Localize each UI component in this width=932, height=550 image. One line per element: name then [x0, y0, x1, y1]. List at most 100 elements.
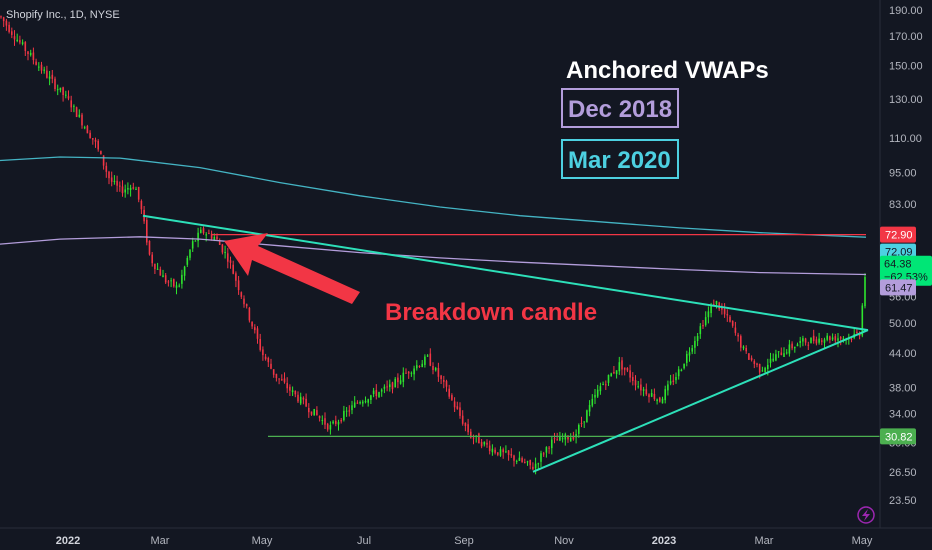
candle-body — [734, 327, 737, 333]
candle-body — [251, 321, 253, 327]
candle-body — [162, 275, 164, 278]
candle-body — [183, 266, 186, 276]
candle-body — [821, 340, 823, 342]
candle-body — [270, 363, 272, 369]
time-tick-label: 2023 — [652, 535, 676, 547]
candle-body — [586, 410, 588, 423]
candle-body — [478, 433, 480, 444]
candle-body — [680, 369, 683, 372]
candle-body — [488, 445, 491, 452]
candle-body — [100, 151, 102, 155]
candle-body — [777, 351, 780, 353]
candle-body — [499, 449, 502, 456]
time-tick-label: May — [252, 535, 273, 547]
candle-body — [216, 236, 218, 240]
candle-body — [615, 370, 618, 374]
time-axis[interactable]: 2022 Mar May Jul Sep Nov 2023 Mar May — [56, 535, 873, 547]
candle-body — [29, 52, 32, 56]
candle-body — [815, 339, 818, 344]
candle-body — [526, 461, 529, 463]
candle-body — [683, 364, 685, 369]
candle-body — [194, 240, 197, 242]
candle-body — [591, 398, 594, 406]
candle-body — [758, 364, 761, 373]
candle-body — [545, 447, 548, 453]
candle-body — [248, 307, 251, 321]
candle-body — [515, 461, 518, 462]
candle-body — [648, 394, 650, 398]
candle-body — [272, 369, 275, 375]
candle-body — [602, 384, 604, 385]
candle-body — [127, 188, 129, 190]
svg-text:72.90: 72.90 — [885, 230, 913, 242]
candle-body — [351, 405, 353, 411]
lightning-icon[interactable] — [857, 506, 875, 524]
candle-body — [607, 374, 610, 383]
candle-body — [202, 228, 205, 234]
price-tag-green-level: 30.82 — [880, 428, 916, 445]
candle-body — [532, 466, 534, 470]
chart-title: Anchored VWAPs — [566, 57, 769, 84]
candle-body — [70, 100, 72, 108]
candle-body — [542, 453, 545, 455]
candle-body — [715, 301, 718, 305]
price-axis[interactable]: 190.00 170.00 150.00 130.00 110.00 95.00 83.00… — [889, 5, 923, 507]
price-tick-label: 44.00 — [889, 348, 917, 360]
candle-body — [826, 335, 828, 340]
candle-body — [540, 453, 542, 462]
candle-body — [653, 394, 656, 400]
candle-body — [294, 390, 297, 395]
candle-body — [370, 395, 372, 400]
candle-body — [818, 338, 820, 343]
candle-body — [785, 352, 788, 354]
candle-body — [707, 311, 710, 318]
candle-body — [256, 328, 259, 339]
time-tick-label: 2022 — [56, 535, 80, 547]
vwap-mar-2020-line — [0, 156, 867, 238]
candle-body — [189, 249, 191, 258]
candle-body — [154, 263, 156, 270]
candle-body — [696, 336, 699, 341]
candle-body — [842, 338, 845, 340]
candle-body — [316, 410, 318, 415]
candle-body — [510, 454, 513, 456]
candle-body — [480, 442, 483, 447]
candle-body — [313, 409, 315, 416]
candle-body — [783, 353, 785, 357]
candle-body — [667, 384, 669, 391]
candle-body — [299, 396, 302, 404]
candle-body — [105, 165, 108, 172]
time-tick-label: Mar — [755, 535, 774, 547]
candle-body — [410, 372, 413, 374]
candle-body — [507, 450, 510, 455]
candle-body — [59, 87, 62, 91]
candle-body — [326, 423, 329, 430]
candle-body — [275, 373, 278, 379]
candle-body — [491, 448, 494, 453]
candle-body — [289, 386, 291, 391]
candle-body — [618, 362, 621, 372]
svg-text:61.47: 61.47 — [885, 282, 913, 294]
candle-body — [48, 76, 51, 79]
candle-body — [837, 338, 839, 341]
candle-body — [170, 280, 172, 282]
legend-label-mar-2020: Mar 2020 — [568, 147, 671, 174]
candle-body — [737, 334, 739, 337]
candle-body — [769, 358, 772, 363]
candle-body — [245, 304, 248, 307]
candle-body — [459, 407, 461, 416]
candle-body — [534, 463, 537, 469]
candle-body — [399, 380, 402, 384]
candle-body — [286, 383, 288, 389]
candle-body — [656, 399, 658, 402]
candle-body — [810, 337, 812, 344]
candle-body — [629, 370, 631, 378]
candle-body — [267, 358, 270, 363]
candle-body — [402, 372, 405, 382]
candle-body — [637, 386, 639, 388]
candle-body — [723, 309, 726, 315]
candle-body — [208, 233, 210, 235]
candle-body — [513, 455, 515, 461]
price-tick-label: 50.00 — [889, 318, 917, 330]
